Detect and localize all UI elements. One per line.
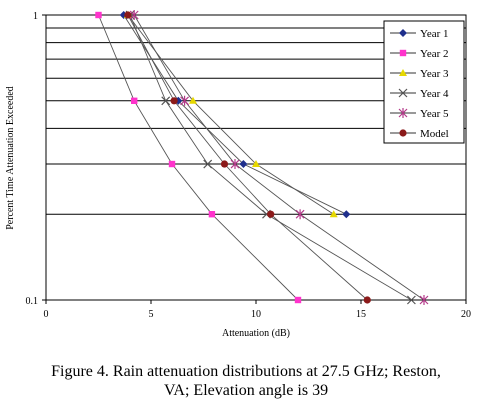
legend-marker-model bbox=[399, 129, 407, 137]
data-point-year-1 bbox=[239, 160, 248, 169]
legend-box bbox=[383, 20, 465, 144]
caption-line-1: Figure 4. Rain attenuation distributions… bbox=[51, 363, 441, 380]
y-axis-title: Percent Time Attenuation Exceeded bbox=[5, 86, 16, 230]
legend: Year 1 Year 2 Year 3 Year 4 Year 5 Model bbox=[383, 20, 465, 144]
legend-marker-year-2 bbox=[399, 49, 407, 57]
caption-line-2: VA; Elevation angle is 39 bbox=[163, 382, 329, 399]
data-point-year-5 bbox=[180, 95, 190, 106]
x-tick-label: 0 bbox=[44, 309, 49, 320]
data-point-year-5 bbox=[419, 295, 429, 305]
legend-label-year-5: Year 5 bbox=[420, 108, 449, 120]
legend-marker-year-3 bbox=[399, 69, 407, 76]
legend-label-year-3: Year 3 bbox=[420, 68, 449, 80]
data-point-year-4 bbox=[203, 159, 213, 169]
x-axis-title: Attenuation (dB) bbox=[222, 328, 290, 339]
data-point-model bbox=[267, 210, 275, 218]
figure-caption: Figure 4. Rain attenuation distributions… bbox=[0, 362, 492, 400]
data-point-year-3 bbox=[252, 160, 260, 168]
x-tick-label: 5 bbox=[149, 309, 154, 320]
data-point-model bbox=[363, 296, 371, 304]
data-point-year-2 bbox=[168, 160, 176, 168]
data-point-year-2 bbox=[131, 97, 138, 104]
series-line-year-3 bbox=[127, 14, 334, 215]
legend-marker-year-1 bbox=[399, 29, 407, 37]
legend-marker-year-5 bbox=[398, 108, 408, 118]
data-point-model bbox=[220, 160, 229, 168]
data-point-year-2 bbox=[294, 296, 302, 304]
legend-label-year-4: Year 4 bbox=[420, 88, 449, 100]
attenuation-chart: 0 5 10 15 20 10.1 Attenuation (dB) Percent T… bbox=[5, 10, 471, 339]
data-point-year-5 bbox=[295, 209, 305, 220]
x-axis-ticks: 0 5 10 15 20 bbox=[44, 300, 471, 320]
y-axis-ticks: 10.1 bbox=[26, 11, 46, 307]
data-point-year-1 bbox=[342, 210, 351, 219]
data-point-model bbox=[124, 11, 132, 19]
legend-label-model: Model bbox=[420, 128, 449, 140]
legend-label-year-1: Year 1 bbox=[420, 28, 449, 40]
legend-marker-year-4 bbox=[398, 88, 408, 98]
data-point-year-3 bbox=[189, 96, 197, 104]
legend-label-year-2: Year 2 bbox=[420, 48, 449, 60]
y-tick-label: 1 bbox=[33, 11, 38, 22]
x-tick-label: 20 bbox=[461, 309, 471, 320]
data-point-model bbox=[170, 97, 178, 105]
x-tick-label: 15 bbox=[356, 309, 366, 320]
data-point-year-4 bbox=[406, 295, 416, 305]
series-markers bbox=[95, 10, 429, 305]
data-point-year-3 bbox=[329, 210, 338, 218]
data-point-year-2 bbox=[95, 11, 102, 19]
data-point-year-5 bbox=[129, 10, 139, 20]
y-tick-label: 0.1 bbox=[26, 296, 39, 307]
data-point-year-4 bbox=[161, 96, 171, 106]
x-tick-label: 10 bbox=[251, 309, 261, 320]
data-point-year-2 bbox=[208, 211, 216, 218]
data-point-year-5 bbox=[230, 159, 240, 170]
